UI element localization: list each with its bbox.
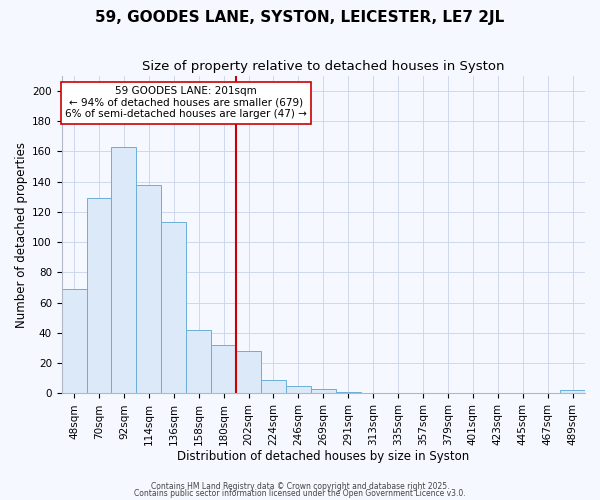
Bar [211,345,236,394]
Bar [236,351,261,394]
Bar [62,289,86,394]
X-axis label: Distribution of detached houses by size in Syston: Distribution of detached houses by size … [177,450,469,462]
Bar [136,184,161,394]
Text: Contains HM Land Registry data © Crown copyright and database right 2025.: Contains HM Land Registry data © Crown c… [151,482,449,491]
Y-axis label: Number of detached properties: Number of detached properties [15,142,28,328]
Text: 59 GOODES LANE: 201sqm
← 94% of detached houses are smaller (679)
6% of semi-det: 59 GOODES LANE: 201sqm ← 94% of detached… [65,86,307,120]
Bar [286,386,311,394]
Bar [186,330,211,394]
Bar [336,392,361,394]
Bar [86,198,112,394]
Text: 59, GOODES LANE, SYSTON, LEICESTER, LE7 2JL: 59, GOODES LANE, SYSTON, LEICESTER, LE7 … [95,10,505,25]
Bar [560,390,585,394]
Bar [261,380,286,394]
Title: Size of property relative to detached houses in Syston: Size of property relative to detached ho… [142,60,505,73]
Bar [311,389,336,394]
Bar [161,222,186,394]
Bar [112,146,136,394]
Text: Contains public sector information licensed under the Open Government Licence v3: Contains public sector information licen… [134,489,466,498]
